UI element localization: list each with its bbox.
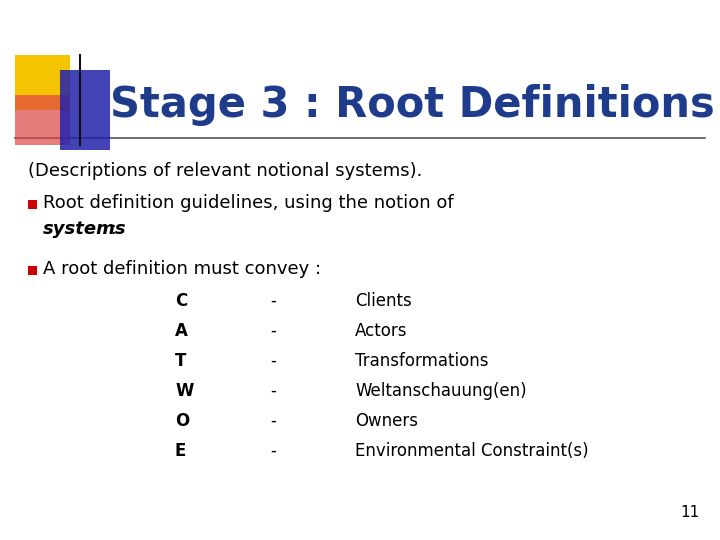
Text: -: - xyxy=(270,292,276,310)
Text: -: - xyxy=(270,322,276,340)
Text: A: A xyxy=(175,322,188,340)
Text: (Descriptions of relevant notional systems).: (Descriptions of relevant notional syste… xyxy=(28,162,423,180)
Bar xyxy=(28,266,37,275)
Text: systems: systems xyxy=(43,220,127,238)
Text: T: T xyxy=(175,352,186,370)
Text: 11: 11 xyxy=(680,505,700,520)
Text: :: : xyxy=(105,220,117,238)
Text: Owners: Owners xyxy=(355,412,418,430)
Text: O: O xyxy=(175,412,189,430)
Bar xyxy=(60,70,110,150)
Bar xyxy=(15,95,70,145)
Text: Root definition guidelines, using the notion of: Root definition guidelines, using the no… xyxy=(43,194,454,212)
Text: Weltanschauung(en): Weltanschauung(en) xyxy=(355,382,526,400)
Text: W: W xyxy=(175,382,194,400)
Text: -: - xyxy=(270,442,276,460)
Bar xyxy=(28,200,37,209)
Text: -: - xyxy=(270,412,276,430)
Text: A root definition must convey :: A root definition must convey : xyxy=(43,260,321,278)
Text: Environmental Constraint(s): Environmental Constraint(s) xyxy=(355,442,589,460)
Text: -: - xyxy=(270,352,276,370)
Bar xyxy=(15,55,70,110)
Text: Clients: Clients xyxy=(355,292,412,310)
Text: -: - xyxy=(270,382,276,400)
Text: Actors: Actors xyxy=(355,322,408,340)
Text: E: E xyxy=(175,442,186,460)
Text: Transformations: Transformations xyxy=(355,352,488,370)
Text: Stage 3 : Root Definitions: Stage 3 : Root Definitions xyxy=(110,84,715,126)
Text: C: C xyxy=(175,292,187,310)
